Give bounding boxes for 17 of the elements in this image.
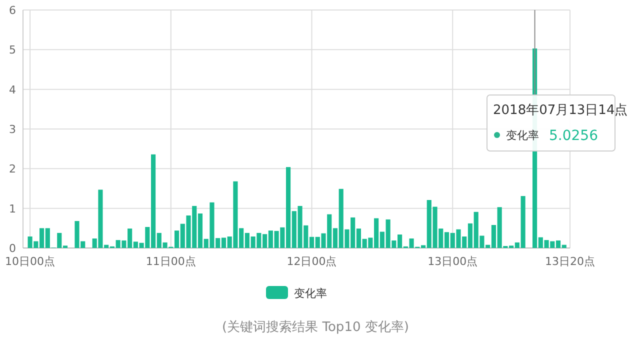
y-tick-label: 6 bbox=[9, 4, 16, 17]
x-tick-label: 13日20点 bbox=[545, 255, 595, 268]
annotation: 变化率 bbox=[506, 129, 539, 142]
y-tick-label: 0 bbox=[9, 242, 16, 255]
x-tick-label: 10日00点 bbox=[5, 255, 56, 268]
x-tick-label: 12日00点 bbox=[286, 255, 337, 268]
text: (关键词搜索结果 Top10 变化率) bbox=[222, 319, 409, 335]
legend-label: 变化率 bbox=[294, 287, 327, 300]
y-tick-label: 4 bbox=[9, 83, 16, 96]
x-tick-label: 13日00点 bbox=[428, 255, 478, 268]
annotation: 5.0256 bbox=[549, 128, 598, 144]
y-tick-label: 1 bbox=[9, 202, 16, 216]
y-tick-label: 3 bbox=[9, 123, 16, 136]
annotation: 2018年07月13日14点 bbox=[493, 103, 628, 118]
x-tick-label: 11日00点 bbox=[146, 255, 196, 268]
y-tick-label: 2 bbox=[9, 162, 16, 176]
y-tick-label: 5 bbox=[9, 44, 16, 57]
